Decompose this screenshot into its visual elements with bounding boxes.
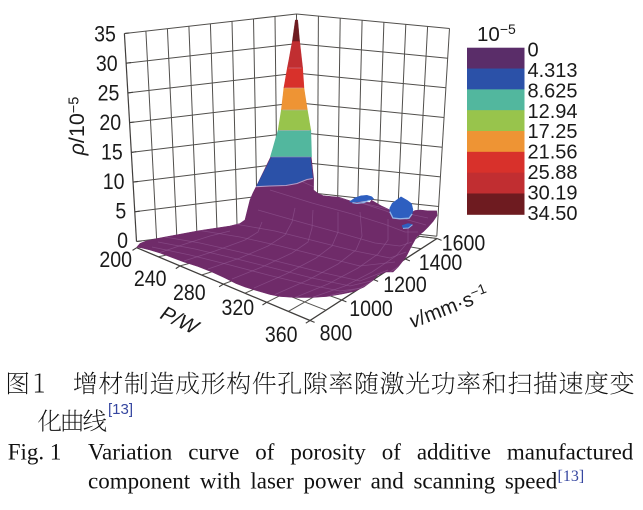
svg-text:800: 800 [320,321,353,346]
svg-text:200: 200 [99,248,132,273]
svg-text:25.88: 25.88 [528,162,578,184]
svg-text:5: 5 [115,199,126,224]
svg-text:10: 10 [103,170,125,195]
svg-text:240: 240 [134,267,167,292]
svg-text:1000: 1000 [349,297,393,322]
svg-text:Variation curve of porosity of: Variation curve of porosity of additive … [88,440,634,465]
svg-text:Fig. 1: Fig. 1 [8,440,62,465]
svg-text:1600: 1600 [442,231,486,256]
svg-text:35: 35 [94,22,116,47]
svg-text:360: 360 [265,323,298,348]
svg-text:30.19: 30.19 [528,182,578,204]
svg-text:30: 30 [96,52,118,77]
svg-text:[13]: [13] [558,468,585,485]
svg-text:component with laser power and: component with laser power and scanning … [88,469,558,494]
svg-text:1200: 1200 [383,273,427,298]
svg-text:12.94: 12.94 [528,101,578,123]
svg-text:1400: 1400 [419,251,463,276]
svg-text:21.56: 21.56 [528,142,578,164]
svg-text:8.625: 8.625 [528,80,578,102]
svg-text:34.50: 34.50 [528,203,578,225]
svg-text:320: 320 [221,296,254,321]
svg-text:[13]: [13] [108,401,133,418]
svg-text:0: 0 [528,40,539,62]
svg-text:25: 25 [98,81,120,106]
svg-text:4.313: 4.313 [528,60,578,82]
svg-text:280: 280 [173,281,206,306]
svg-text:17.25: 17.25 [528,121,578,143]
svg-text:15: 15 [101,140,123,165]
svg-text:0: 0 [117,229,128,254]
svg-text:20: 20 [99,111,121,136]
